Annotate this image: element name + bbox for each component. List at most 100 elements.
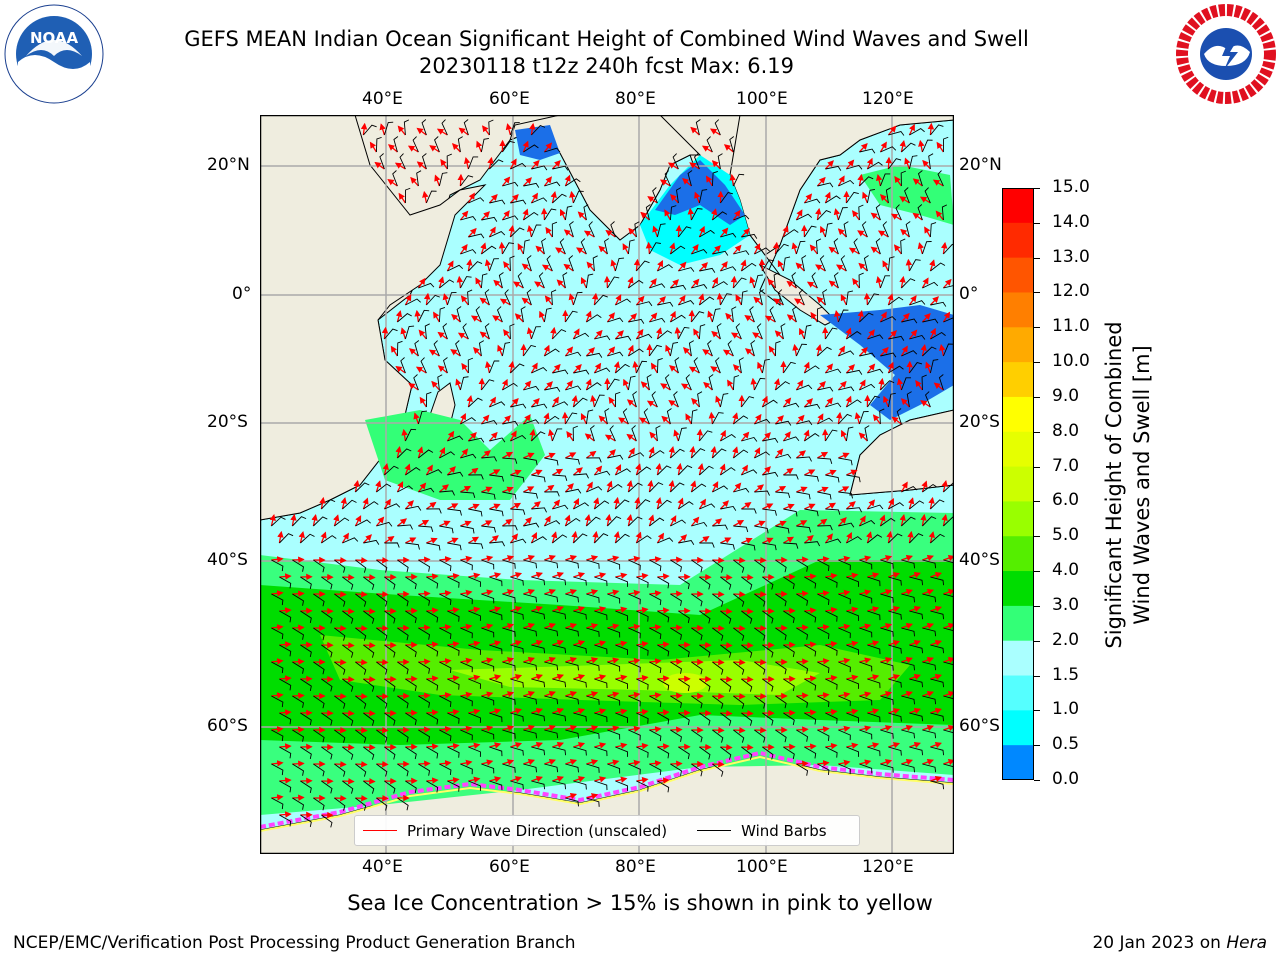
wave-direction-arrow [741, 537, 753, 544]
wave-direction-arrow [541, 264, 553, 272]
colorbar-tick [1034, 188, 1040, 189]
wind-barb [825, 368, 842, 374]
wind-barb [355, 482, 370, 493]
wave-direction-arrow [417, 277, 426, 289]
wind-barb [815, 238, 822, 255]
colorbar-tick-label: 2.0 [1052, 629, 1080, 650]
wind-barb [930, 533, 945, 544]
wind-barb [712, 281, 728, 289]
wave-direction-arrow [613, 361, 621, 374]
wind-barb [783, 229, 799, 238]
wave-direction-arrow [626, 433, 637, 442]
wind-barb [691, 284, 708, 289]
wave-direction-arrow [719, 429, 726, 442]
wind-barb [551, 428, 563, 442]
wind-barb [418, 559, 431, 572]
colorbar-tick-label: 1.0 [1052, 699, 1080, 720]
wave-direction-arrow [426, 777, 439, 784]
wind-barb [741, 396, 755, 408]
wave-direction-arrow [626, 399, 637, 408]
svg-text:NOAA: NOAA [30, 29, 79, 47]
wave-direction-arrow [740, 259, 747, 272]
wind-barb [804, 508, 819, 517]
wind-barb [817, 346, 832, 357]
wave-direction-arrow [838, 452, 850, 459]
wind-barb [468, 261, 483, 272]
wind-barb [928, 153, 934, 170]
wave-direction-arrow [446, 430, 455, 442]
wind-barb [405, 467, 421, 476]
wind-barb [586, 559, 600, 569]
wind-barb [896, 408, 902, 425]
colorbar-tick [1034, 396, 1040, 398]
wave-direction-arrow [900, 481, 908, 493]
wave-direction-arrow [442, 293, 449, 306]
wind-barb [708, 374, 714, 391]
wave-direction-arrow [656, 296, 666, 306]
wave-direction-arrow [626, 480, 633, 493]
wind-barb [418, 487, 435, 493]
wind-barb [400, 357, 406, 374]
wave-direction-arrow [407, 145, 419, 153]
wind-barb [544, 520, 561, 527]
wind-barb [447, 471, 464, 477]
wave-direction-arrow [489, 503, 501, 510]
colorbar-tick-label: 0.5 [1052, 734, 1080, 755]
wave-direction-arrow [552, 571, 564, 579]
wind-barb [796, 525, 812, 533]
wave-direction-arrow [627, 276, 634, 289]
wave-direction-arrow [565, 555, 578, 562]
wind-barb [901, 350, 918, 357]
wind-barb [846, 474, 861, 483]
wave-direction-arrow [626, 513, 633, 527]
lat-tick-right: 0° [959, 284, 979, 304]
wave-direction-arrow [569, 190, 576, 204]
wind-barb [678, 299, 695, 306]
wind-barb [438, 307, 446, 323]
wave-direction-arrow [655, 462, 662, 476]
wave-direction-arrow [872, 414, 881, 425]
wind-barb [804, 365, 820, 374]
wind-barb [467, 156, 479, 170]
lon-tick-bottom: 100°E [736, 857, 788, 877]
wave-direction-arrow [720, 710, 733, 717]
wave-direction-arrow [401, 428, 408, 442]
wave-direction-arrow [941, 513, 948, 527]
wave-direction-arrow [369, 141, 377, 153]
wave-direction-arrow [509, 397, 519, 408]
wave-direction-arrow [522, 380, 532, 391]
footer-host: Hera [1226, 933, 1267, 953]
wind-barb [460, 175, 474, 187]
wind-barb [775, 243, 789, 255]
wind-barb [460, 249, 477, 255]
wave-direction-arrow [837, 380, 847, 391]
wind-barb [565, 412, 578, 425]
wave-direction-arrow [720, 744, 733, 751]
wave-direction-arrow [363, 574, 376, 581]
wave-direction-arrow [426, 675, 439, 682]
wave-direction-arrow [466, 395, 473, 408]
wave-direction-arrow [290, 513, 297, 527]
wind-barb [677, 427, 687, 442]
wave-direction-arrow [463, 157, 471, 170]
wind-barb [879, 408, 885, 425]
colorbar-tick [1034, 466, 1040, 468]
wind-barb [673, 391, 679, 408]
wind-barb [585, 409, 594, 425]
wave-direction-arrow [709, 128, 721, 136]
wind-barb [754, 377, 766, 391]
wave-direction-arrow [716, 292, 724, 306]
wave-direction-arrow [481, 125, 490, 136]
wind-barb [334, 559, 346, 573]
wave-direction-arrow [502, 555, 515, 562]
wind-barb [628, 559, 641, 571]
wave-direction-arrow [740, 464, 748, 476]
wave-direction-arrow [777, 259, 784, 272]
wind-barb [657, 301, 674, 307]
wave-direction-arrow [422, 190, 429, 204]
wave-direction-arrow [416, 161, 427, 170]
wind-barb [510, 403, 527, 409]
sea-ice-inner [260, 755, 954, 832]
wave-direction-arrow [754, 484, 765, 493]
wave-direction-arrow [606, 346, 616, 357]
